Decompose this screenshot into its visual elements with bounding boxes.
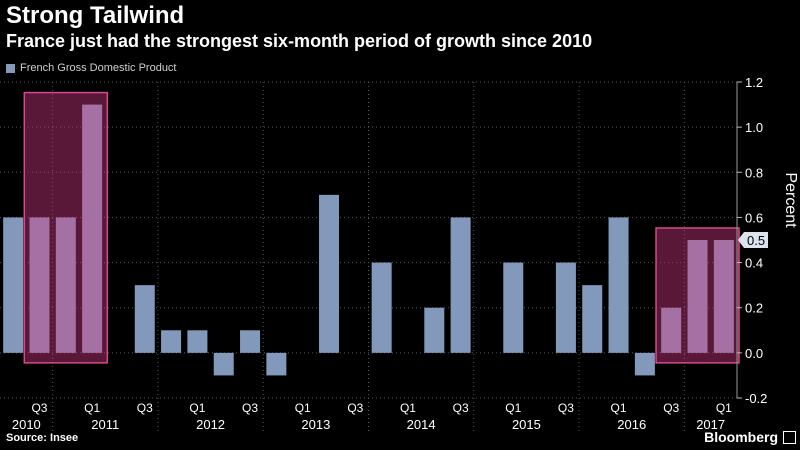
x-year-label: 2013 — [301, 417, 330, 432]
x-year-label: 2011 — [91, 417, 119, 432]
bar — [555, 262, 576, 353]
bar — [187, 330, 208, 353]
x-quarter-label: Q3 — [242, 401, 258, 415]
y-tick-label: 1.2 — [745, 75, 763, 90]
bar — [687, 240, 708, 353]
x-quarter-label: Q1 — [84, 401, 100, 415]
x-year-label: 2012 — [196, 417, 225, 432]
bar — [134, 285, 155, 353]
legend-swatch — [6, 63, 15, 73]
brand-mark-icon — [783, 431, 796, 444]
x-quarter-label: Q1 — [716, 401, 732, 415]
bar — [213, 352, 234, 376]
x-quarter-label: Q1 — [189, 401, 205, 415]
highlight-box — [655, 227, 740, 364]
bar — [661, 307, 682, 353]
bar — [424, 307, 445, 353]
bar — [371, 262, 392, 353]
bar — [82, 104, 103, 353]
y-tick-label: 1.0 — [745, 120, 763, 135]
x-quarter-label: Q3 — [558, 401, 574, 415]
y-axis-title: Percent — [782, 172, 799, 228]
bar — [634, 352, 655, 376]
x-quarter-label: Q3 — [453, 401, 469, 415]
bar — [29, 217, 50, 353]
bar — [55, 217, 76, 353]
y-tick-label: 0.4 — [745, 256, 763, 271]
latest-value-label: 0.5 — [747, 233, 765, 248]
x-year-label: 2017 — [696, 417, 725, 432]
x-quarter-label: Q3 — [137, 401, 153, 415]
bar — [713, 240, 734, 353]
x-quarter-label: Q1 — [611, 401, 627, 415]
latest-value-tag — [738, 232, 768, 248]
bar — [608, 217, 629, 353]
x-quarter-label: Q3 — [31, 401, 47, 415]
bar — [319, 194, 340, 353]
bar — [240, 330, 261, 353]
brand-logo: Bloomberg — [704, 429, 778, 445]
bar — [3, 217, 24, 353]
bar — [582, 285, 603, 353]
x-year-label: 2014 — [407, 417, 436, 432]
x-quarter-label: Q1 — [505, 401, 521, 415]
x-quarter-label: Q1 — [295, 401, 311, 415]
x-quarter-label: Q3 — [663, 401, 679, 415]
bar — [266, 352, 287, 376]
x-quarter-label: Q3 — [347, 401, 363, 415]
bar — [161, 330, 182, 353]
bar — [450, 217, 471, 353]
y-tick-label: 0.0 — [745, 346, 763, 361]
x-year-label: 2010 — [12, 417, 41, 432]
x-year-label: 2015 — [512, 417, 541, 432]
y-tick-label: 0.6 — [745, 210, 763, 225]
highlight-box — [23, 91, 109, 364]
y-tick-label: 0.2 — [745, 301, 763, 316]
y-tick-label: 0.8 — [745, 165, 763, 180]
chart-title: Strong Tailwind — [6, 2, 185, 29]
legend: French Gross Domestic Product — [6, 62, 177, 74]
legend-label: French Gross Domestic Product — [20, 62, 177, 74]
bar — [503, 262, 524, 353]
y-tick-label: -0.2 — [745, 391, 767, 406]
x-quarter-label: Q1 — [400, 401, 416, 415]
chart-subtitle: France just had the strongest six-month … — [6, 31, 593, 51]
source-note: Source: Insee — [6, 432, 79, 444]
x-year-label: 2016 — [617, 417, 646, 432]
